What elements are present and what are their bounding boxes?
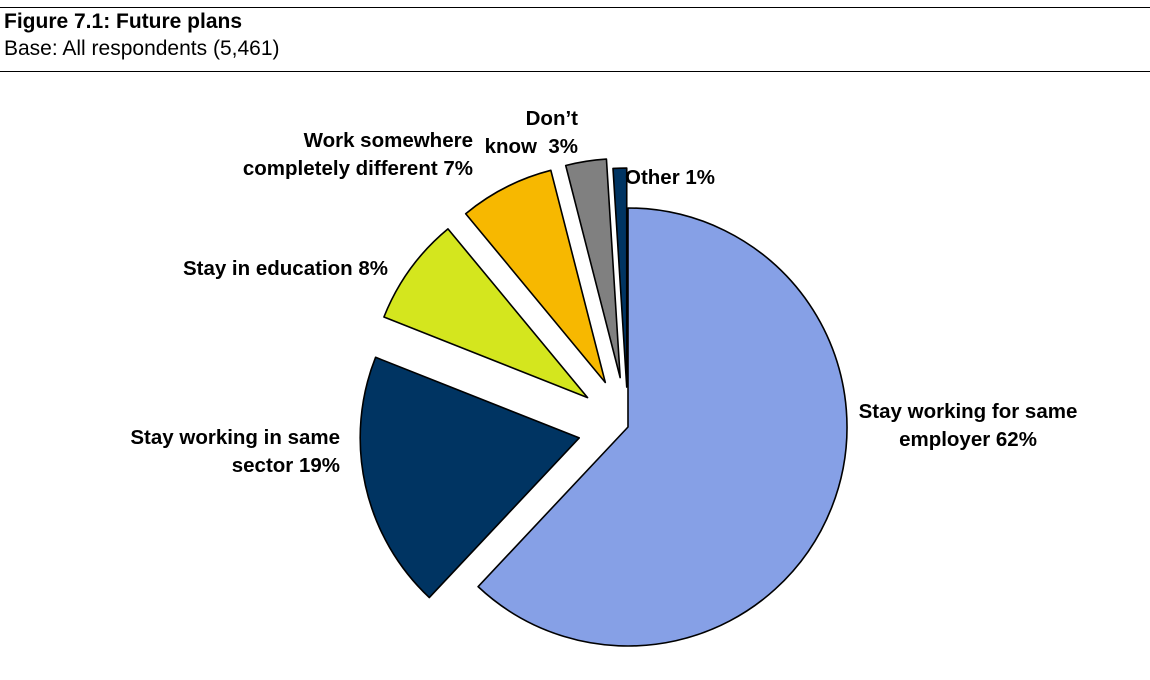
slice-label-stay-working-for-same-employer: Stay working for same employer 62% <box>859 400 1078 451</box>
header-bottom-rule <box>0 71 1150 72</box>
pie-slice-stay-working-in-same-sector <box>359 356 580 599</box>
slice-label-work-somewhere-completely-different: Work somewhere completely different 7% <box>243 129 473 180</box>
pie-labels: Stay working for same employer 62% Stay wo… <box>130 107 1077 477</box>
pie-slice-dont-know <box>564 158 621 379</box>
slice-label-stay-in-education: Stay in education 8% <box>183 257 388 280</box>
slice-label-other: Other 1% <box>625 166 715 189</box>
pie-slice-other <box>612 167 628 388</box>
figure-title: Figure 7.1: Future plans <box>4 10 243 33</box>
slice-label-stay-working-in-same-sector: Stay working in same sector 19% <box>130 426 340 477</box>
figure-base-note: Base: All respondents (5,461) <box>4 37 280 60</box>
slice-label-dont-know: Don’t know 3% <box>485 107 579 158</box>
pie-slice-stay-in-education <box>383 228 589 399</box>
pie-slices <box>359 158 848 647</box>
pie-slice-work-somewhere-completely-different <box>464 169 607 384</box>
top-rule <box>0 7 1150 8</box>
pie-slice-stay-working-for-same-employer <box>477 207 848 647</box>
